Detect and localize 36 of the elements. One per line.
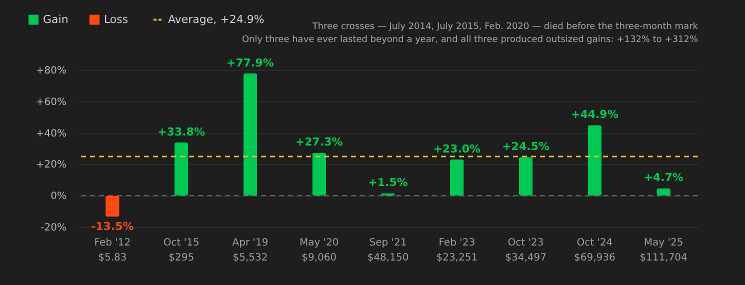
- x-tick-label: May '20 $9,060: [299, 238, 339, 264]
- text: Three crosses — July 2014, July 2015, Feb. 2020 — died before the three-month mark: [311, 22, 699, 32]
- bar: [588, 125, 602, 196]
- x-tick-label: Feb '12 $5.83: [94, 238, 131, 264]
- x-tick-label: Oct '23 $34,497: [505, 238, 546, 264]
- x-tick-label: Apr '19 $5,532: [232, 238, 268, 264]
- x-tick-label: Oct '15 $295: [163, 238, 200, 264]
- data-label: +4.7%: [644, 171, 684, 184]
- data-label: +1.5%: [368, 176, 408, 190]
- legend-label: Gain: [43, 12, 68, 26]
- y-tick-label: -20%: [40, 222, 66, 234]
- y-tick-label: +40%: [36, 128, 66, 140]
- legend-label: Loss: [104, 12, 128, 26]
- bar: [243, 73, 258, 196]
- data-label: +23.0%: [433, 142, 481, 156]
- bar: [450, 159, 464, 196]
- bar: [518, 157, 533, 196]
- x-tick-label: May '25 $111,704: [640, 238, 688, 264]
- bar: [106, 196, 120, 217]
- data-label: +77.9%: [226, 56, 274, 70]
- data-label: +24.5%: [502, 140, 550, 154]
- y-tick-label: +80%: [36, 66, 66, 76]
- data-label: -13.5%: [91, 220, 134, 233]
- data-label: +44.9%: [570, 108, 618, 122]
- bar: [312, 152, 326, 196]
- data-label: +33.8%: [158, 126, 206, 139]
- y-tick-label: +60%: [36, 96, 66, 108]
- y-tick-label: 0%: [50, 191, 66, 202]
- text: Only three have ever lasted beyond a year, and all three produced outsized gains: +132% to +312%: [242, 35, 698, 45]
- bar: [174, 142, 188, 196]
- y-tick-label: +20%: [36, 160, 66, 171]
- x-tick-label: Feb '23 $23,251: [436, 238, 478, 264]
- x-tick-label: Sep '21 $48,150: [367, 238, 409, 264]
- data-label: +27.3%: [295, 136, 343, 149]
- x-tick-label: Oct '24 $69,936: [574, 238, 616, 264]
- legend-label: Average, +24.9%: [168, 12, 264, 26]
